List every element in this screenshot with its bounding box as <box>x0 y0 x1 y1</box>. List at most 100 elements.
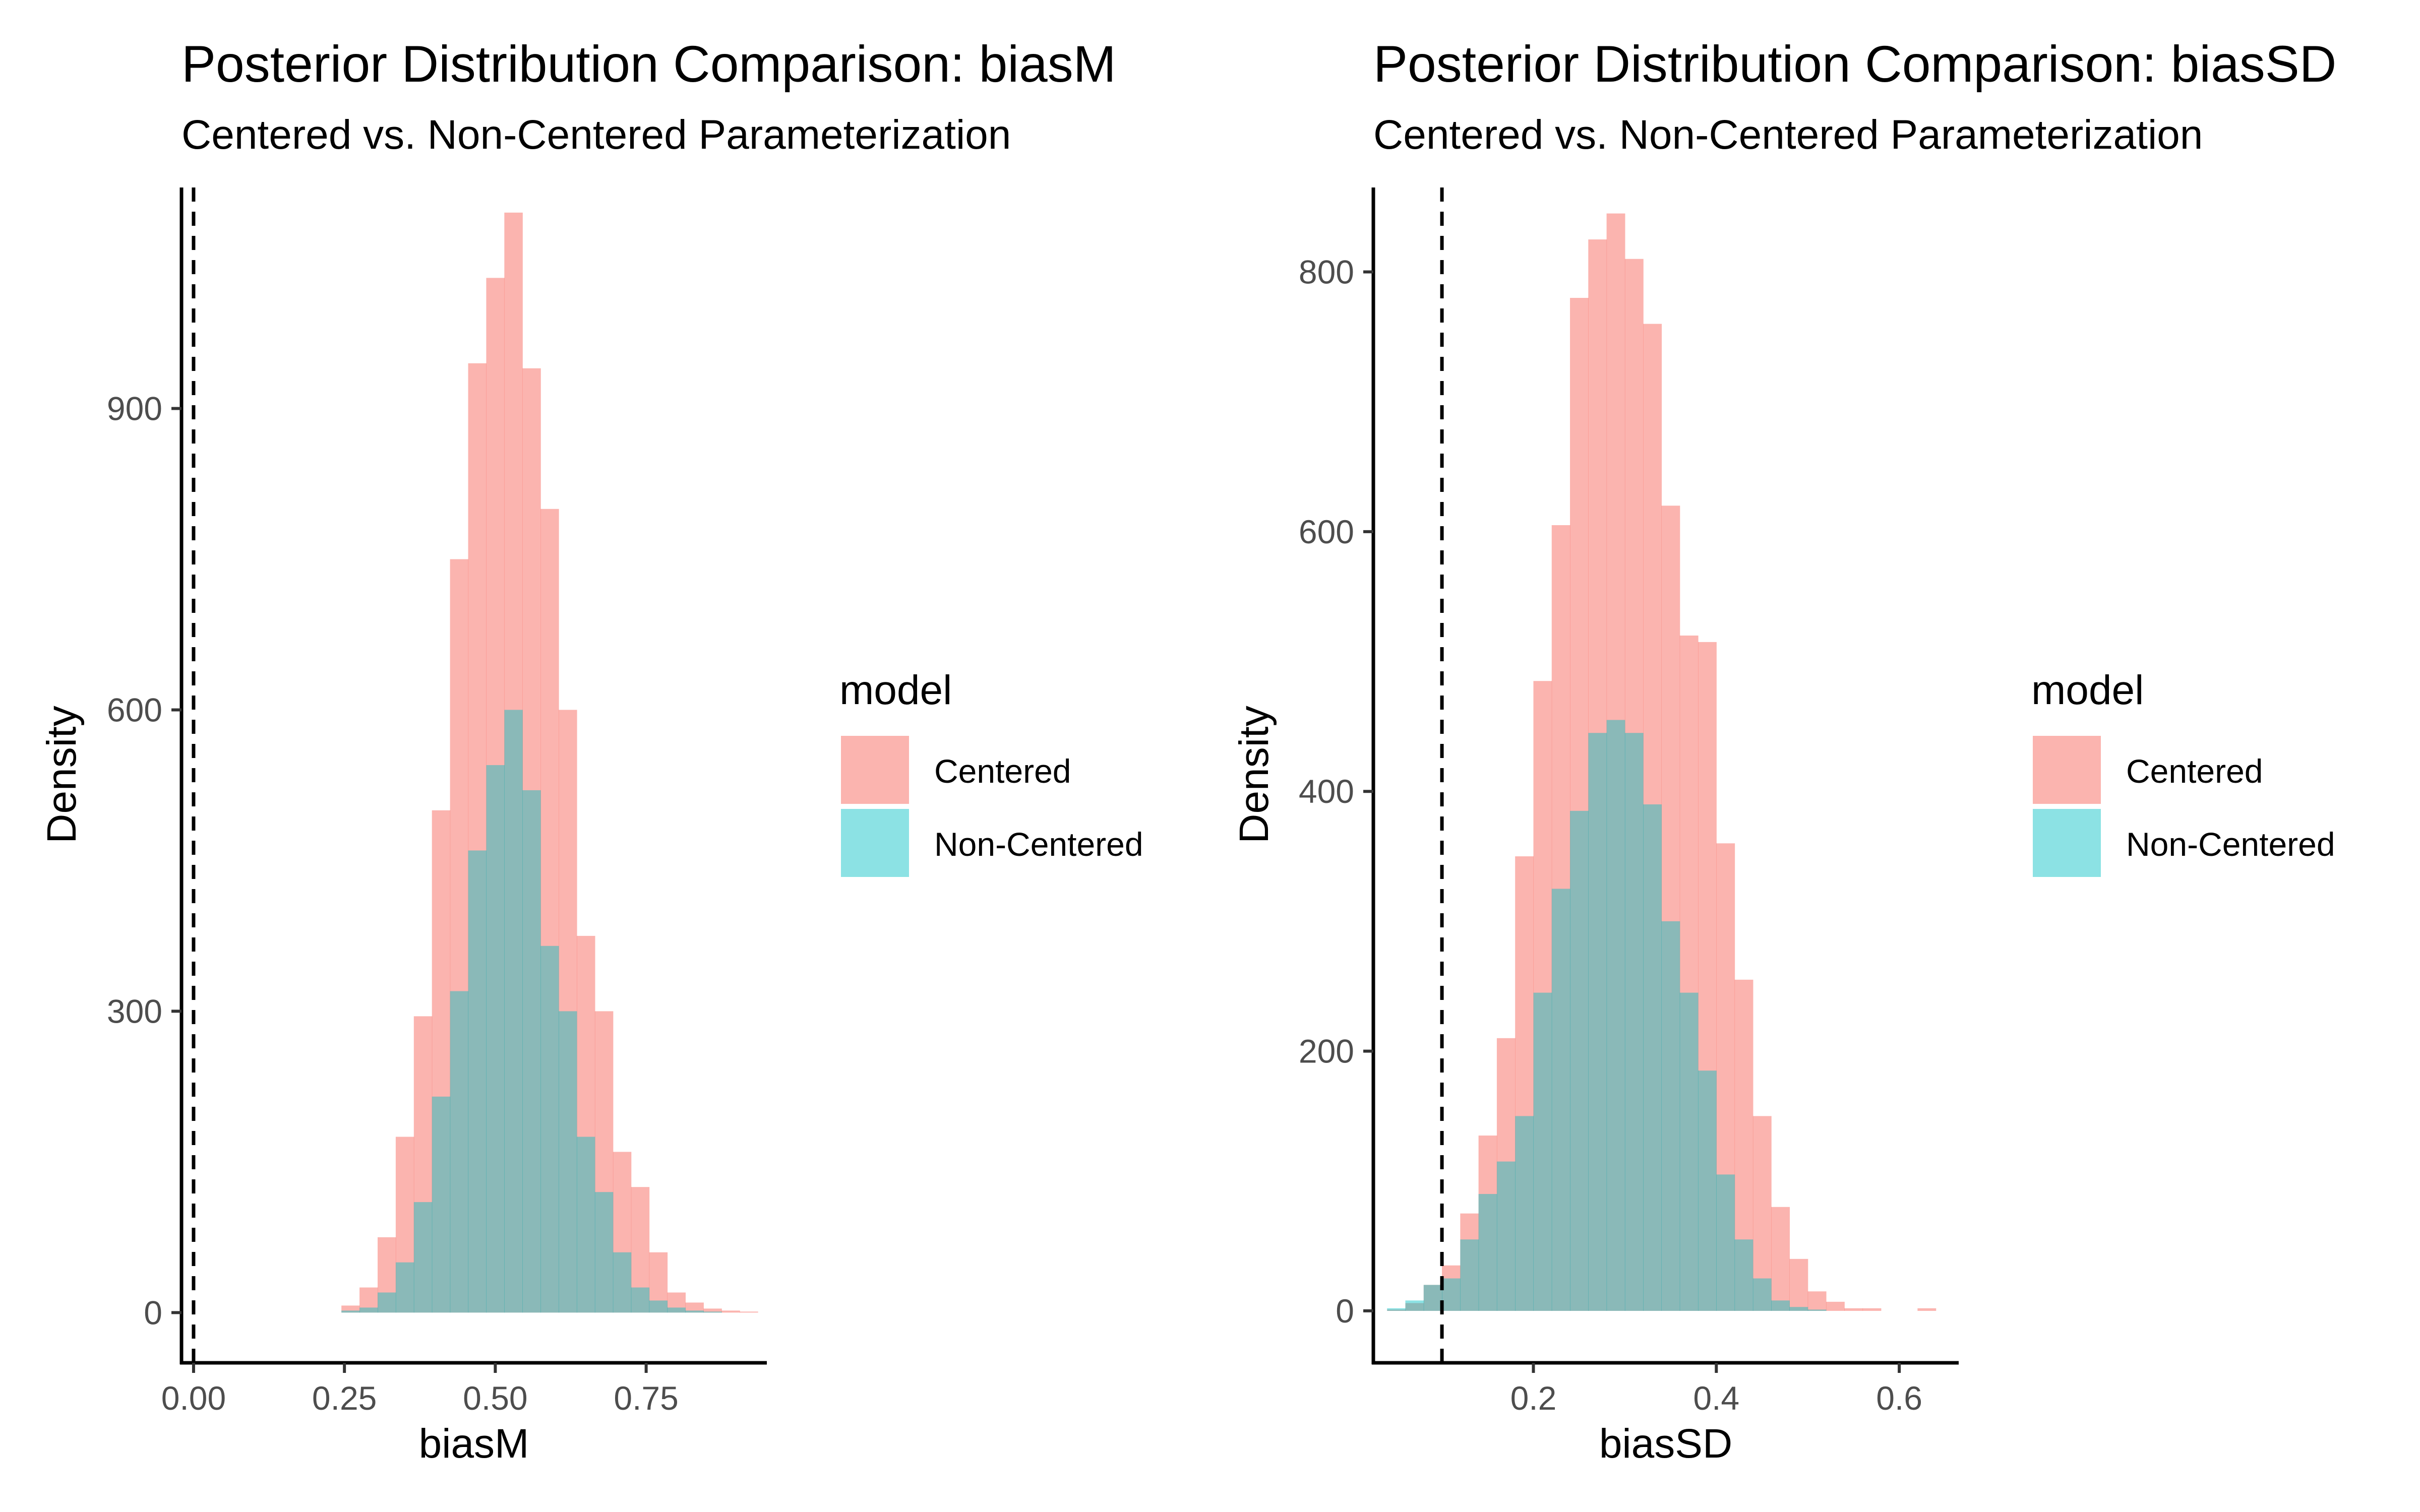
legend-label-non-centered: Non-Centered <box>934 826 1143 863</box>
legend: model Centered Non-Centered <box>2031 667 2335 877</box>
histogram-bar <box>359 1287 378 1313</box>
histogram-bar <box>613 1252 632 1313</box>
histogram-bar <box>1643 804 1662 1311</box>
histogram-bar <box>1698 1070 1717 1311</box>
histogram-bar <box>395 1262 414 1313</box>
histogram-bar <box>432 810 451 1313</box>
histogram-bar <box>1862 1308 1882 1311</box>
histogram-bar <box>1405 1303 1424 1311</box>
histogram-bar <box>1551 889 1570 1311</box>
y-tick-label: 200 <box>1299 1033 1354 1070</box>
chart-title: Posterior Distribution Comparison: biasS… <box>1373 35 2336 93</box>
y-axis-ticks: 0 300 600 900 <box>107 390 182 1331</box>
histogram-bar <box>576 935 595 1313</box>
legend-key-non-centered <box>2033 809 2101 877</box>
chart-subtitle: Centered vs. Non-Centered Parameterizati… <box>1373 112 2203 158</box>
legend-key-centered <box>2033 736 2101 804</box>
histogram-bar <box>1771 1300 1790 1311</box>
histogram-bar <box>1752 1116 1772 1311</box>
histogram-bar <box>685 1310 704 1313</box>
histogram-bar <box>504 710 523 1313</box>
series-centered-bars <box>1387 213 1937 1311</box>
histogram-bar <box>559 1011 577 1313</box>
histogram-bar <box>740 1311 758 1313</box>
series-non-centered-bars <box>1387 720 1827 1311</box>
histogram-bar <box>1423 1285 1442 1311</box>
histogram-bar <box>522 368 541 1313</box>
histogram-bar <box>1716 843 1735 1311</box>
x-tick-label: 0.75 <box>614 1379 678 1417</box>
histogram-bar <box>576 1137 595 1313</box>
histogram-bar <box>1588 239 1607 1311</box>
legend-title: model <box>2031 667 2144 713</box>
panel-biassd: Posterior Distribution Comparison: biasS… <box>1231 35 2336 1467</box>
histogram-bar <box>1387 1309 1406 1311</box>
histogram-bar <box>1606 720 1625 1311</box>
histogram-bar <box>1734 979 1753 1311</box>
histogram-bar <box>1807 1291 1827 1311</box>
histogram-bar <box>1442 1278 1461 1311</box>
histogram-bar <box>1460 1239 1479 1311</box>
legend-label-centered: Centered <box>934 752 1071 790</box>
histogram-bar <box>486 765 505 1313</box>
histogram-bar <box>631 1287 650 1313</box>
histogram-bar <box>413 1202 433 1313</box>
y-tick-label: 300 <box>107 992 162 1030</box>
histogram-bar <box>667 1307 686 1313</box>
histogram-bar <box>667 1292 686 1313</box>
histogram-bar <box>377 1292 396 1313</box>
histogram-bar <box>1478 1194 1497 1311</box>
y-tick-label: 800 <box>1299 253 1354 290</box>
histogram-bar <box>703 1311 722 1313</box>
histogram-bar <box>1496 1038 1516 1311</box>
histogram-bar <box>559 710 577 1313</box>
histogram-bar <box>413 1016 433 1313</box>
y-tick-label: 0 <box>1336 1292 1354 1330</box>
histogram-bar <box>1570 810 1589 1311</box>
histogram-bar <box>1588 733 1607 1311</box>
histogram-bar <box>649 1300 668 1313</box>
histogram-bar <box>1698 642 1717 1311</box>
histogram-bar <box>486 278 505 1313</box>
histogram-bar <box>1661 921 1680 1311</box>
legend-label-centered: Centered <box>2126 752 2263 790</box>
histogram-bar <box>1570 298 1589 1311</box>
histogram-bar <box>1606 213 1625 1311</box>
x-axis-label: biasM <box>419 1421 529 1467</box>
histogram-bar <box>450 559 469 1313</box>
histogram-bar <box>504 212 523 1313</box>
histogram-bar <box>377 1237 396 1313</box>
x-tick-label: 0.25 <box>312 1379 377 1417</box>
y-axis-ticks: 0 200 400 600 800 <box>1299 253 1373 1330</box>
legend-key-non-centered <box>841 809 909 877</box>
histogram-bar <box>594 1192 614 1313</box>
histogram-bar <box>1771 1207 1790 1311</box>
y-tick-label: 0 <box>144 1294 162 1331</box>
histogram-bar <box>540 509 559 1313</box>
y-tick-label: 400 <box>1299 773 1354 810</box>
histogram-bar <box>631 1187 650 1313</box>
histogram-bar <box>1515 1116 1534 1311</box>
histogram-bar <box>649 1252 668 1313</box>
y-axis-label: Density <box>39 706 85 843</box>
histogram-bar <box>1917 1308 1937 1311</box>
histogram-bar <box>1643 324 1662 1311</box>
x-tick-label: 0.50 <box>463 1379 527 1417</box>
histogram-bar <box>1515 856 1534 1311</box>
chart-title: Posterior Distribution Comparison: biasM <box>182 35 1116 93</box>
histogram-bar <box>1533 681 1552 1311</box>
histogram-bar <box>432 1096 451 1313</box>
chart-subtitle: Centered vs. Non-Centered Parameterizati… <box>182 112 1011 158</box>
x-tick-label: 0.4 <box>1693 1379 1739 1417</box>
histogram-bar <box>1496 1161 1516 1311</box>
histogram-bar <box>450 991 469 1313</box>
series-non-centered-bars <box>341 710 722 1313</box>
histogram-bar <box>1405 1300 1424 1311</box>
histogram-bar <box>468 363 487 1313</box>
histogram-bar <box>1716 1174 1735 1311</box>
histogram-bar <box>1533 992 1552 1311</box>
histogram-bar <box>1387 1308 1406 1311</box>
histogram-bar <box>1661 506 1680 1311</box>
histogram-bar <box>395 1137 414 1313</box>
